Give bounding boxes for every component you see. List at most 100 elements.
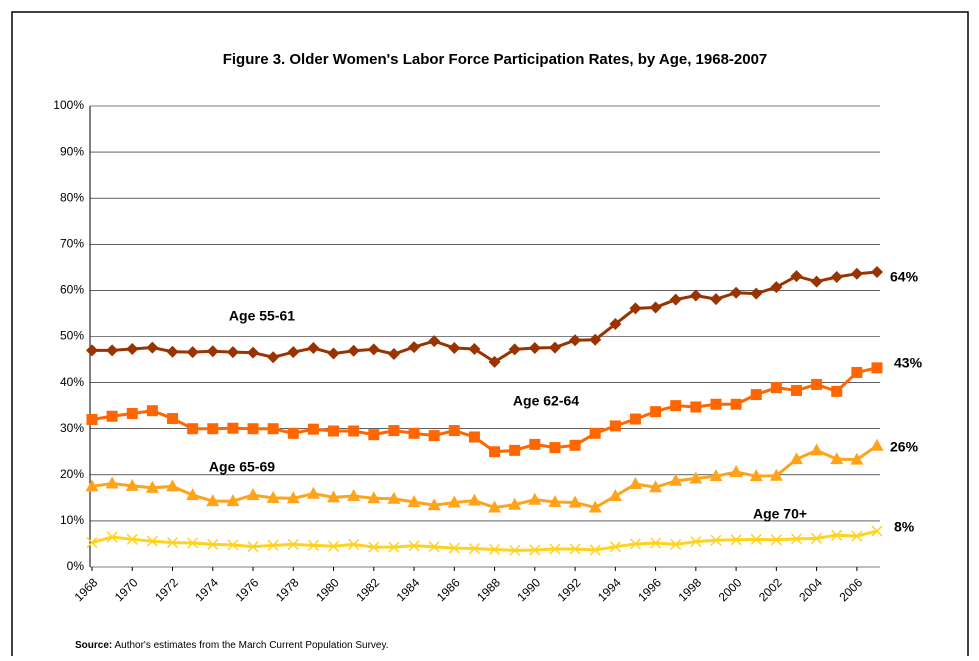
point xyxy=(86,537,98,549)
point xyxy=(427,498,441,511)
point xyxy=(810,275,823,288)
point xyxy=(789,452,803,465)
point xyxy=(669,293,682,306)
point xyxy=(367,491,381,504)
point xyxy=(831,529,843,541)
frame xyxy=(11,11,969,661)
y-tick-label: 20% xyxy=(60,467,84,481)
point xyxy=(770,382,782,394)
point xyxy=(790,270,803,283)
point xyxy=(529,544,541,556)
point xyxy=(710,398,722,410)
series-label: Age 62-64 xyxy=(513,393,579,409)
y-tick-label: 100% xyxy=(53,98,84,112)
point xyxy=(226,346,239,359)
point xyxy=(649,301,662,314)
point xyxy=(207,423,219,435)
y-tick-label: 40% xyxy=(60,375,84,389)
point xyxy=(226,494,240,507)
point xyxy=(830,271,843,284)
point xyxy=(850,267,863,280)
point xyxy=(750,287,763,300)
point xyxy=(811,532,823,544)
point xyxy=(368,429,380,441)
point xyxy=(529,438,541,450)
point xyxy=(650,406,662,418)
point xyxy=(750,389,762,401)
series-line xyxy=(91,529,878,552)
point xyxy=(328,425,340,437)
point xyxy=(609,420,621,432)
point xyxy=(670,400,682,412)
point xyxy=(146,341,159,354)
point xyxy=(629,413,641,425)
point xyxy=(749,469,763,482)
point xyxy=(348,425,360,437)
point xyxy=(206,494,220,507)
point xyxy=(448,342,461,355)
point xyxy=(166,479,180,492)
point xyxy=(126,407,138,419)
point xyxy=(287,538,299,550)
point xyxy=(750,533,762,545)
point xyxy=(609,318,622,331)
series-label: Age 70+ xyxy=(753,506,807,522)
end-label: 8% xyxy=(894,519,915,535)
point xyxy=(247,423,259,435)
y-tick-label: 50% xyxy=(60,329,84,343)
point xyxy=(126,342,139,355)
point xyxy=(609,541,621,553)
y-tick-label: 90% xyxy=(60,144,84,158)
point xyxy=(689,471,703,484)
point xyxy=(166,537,179,549)
point xyxy=(327,347,340,360)
point xyxy=(187,423,199,435)
point xyxy=(569,439,581,451)
point xyxy=(710,534,722,546)
point xyxy=(105,476,119,489)
point xyxy=(207,538,219,550)
source-label: Source: xyxy=(75,640,112,651)
point xyxy=(568,495,582,508)
series-line xyxy=(92,270,878,364)
point xyxy=(448,425,460,437)
point xyxy=(186,346,199,359)
point xyxy=(247,346,260,359)
point xyxy=(730,398,742,410)
point xyxy=(368,541,380,553)
point xyxy=(85,479,99,492)
point xyxy=(870,438,884,451)
point xyxy=(830,452,844,465)
end-label: 26% xyxy=(890,439,919,455)
point xyxy=(206,345,219,358)
point xyxy=(509,544,521,556)
point xyxy=(729,465,743,478)
point xyxy=(187,537,199,549)
point xyxy=(650,537,662,549)
point xyxy=(850,452,864,465)
point xyxy=(549,543,561,555)
point xyxy=(730,534,742,546)
point xyxy=(387,491,401,504)
point xyxy=(569,334,582,347)
point xyxy=(670,538,682,550)
point xyxy=(770,534,782,546)
point xyxy=(468,431,480,443)
point xyxy=(689,289,702,302)
series-label: Age 65-69 xyxy=(209,459,275,475)
point xyxy=(428,541,440,553)
point xyxy=(709,293,722,306)
point xyxy=(851,530,863,542)
y-tick-label: 70% xyxy=(60,236,84,250)
point xyxy=(388,425,400,437)
point xyxy=(408,427,420,439)
point xyxy=(468,543,480,555)
point xyxy=(387,348,400,361)
point xyxy=(407,494,421,507)
point xyxy=(489,446,501,458)
point xyxy=(528,342,541,355)
point xyxy=(388,541,400,553)
source: Source: Author's estimates from the Marc… xyxy=(75,640,389,651)
